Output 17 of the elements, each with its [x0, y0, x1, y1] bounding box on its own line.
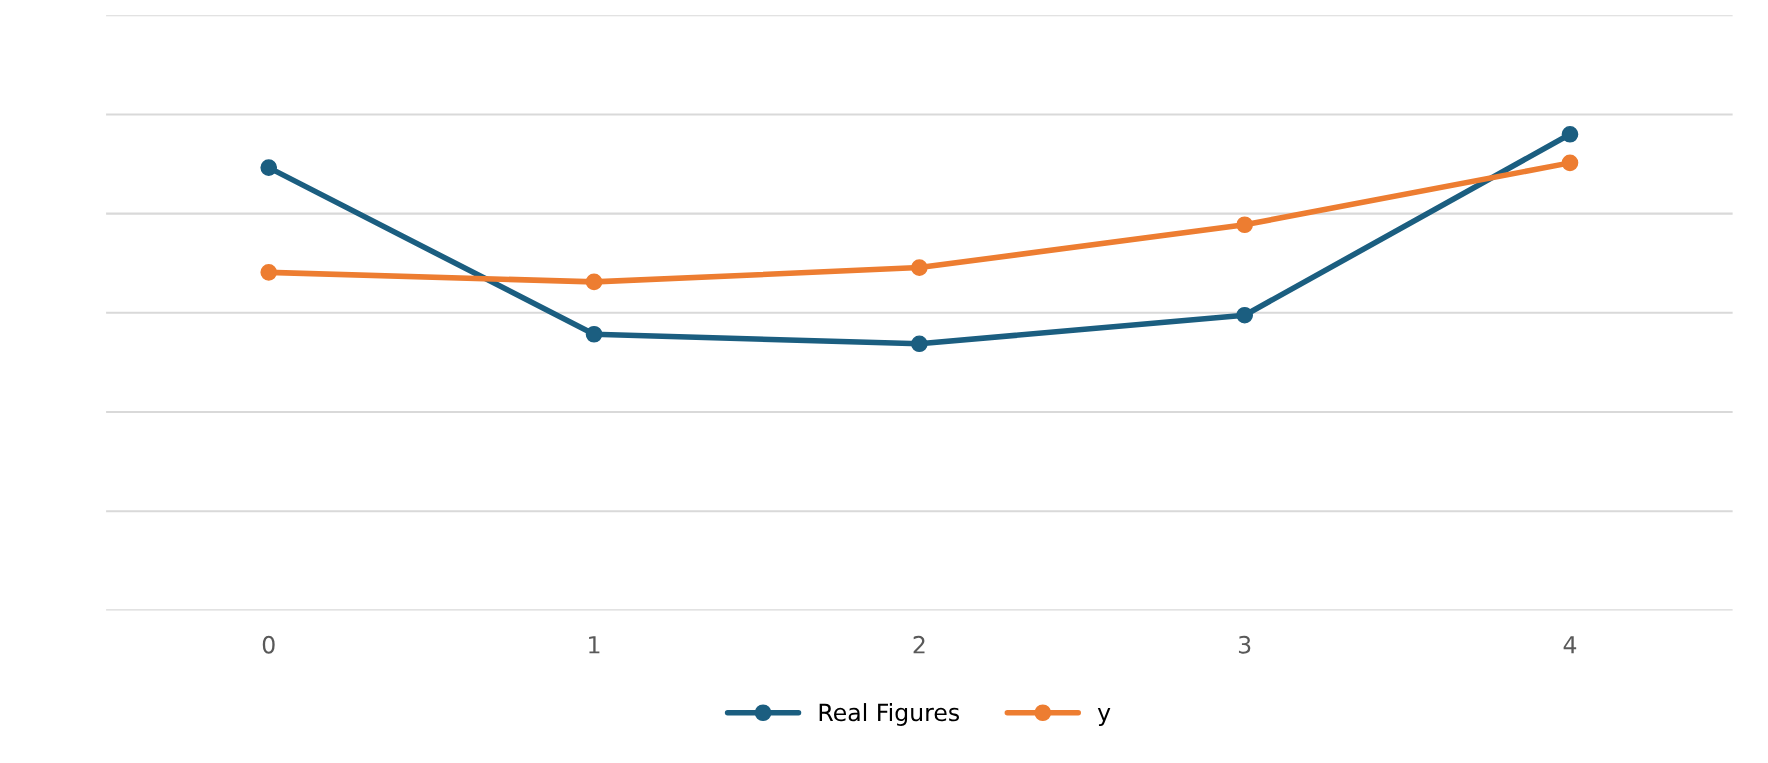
point: [585, 273, 603, 291]
point: [260, 264, 278, 281]
point: [585, 325, 603, 343]
x-tick-label: 1: [589, 636, 600, 654]
point: [911, 335, 928, 353]
x-tick-label: 3: [1238, 635, 1251, 654]
x-tick-label: 0: [262, 635, 275, 654]
legend-label: y: [1097, 708, 1111, 726]
point: [1561, 154, 1579, 172]
x-tick-label: 2: [913, 635, 925, 654]
point: [260, 159, 278, 176]
point: [1236, 306, 1254, 324]
point: [1236, 216, 1254, 234]
x-tick-label: 4: [1563, 636, 1577, 654]
point: [911, 259, 928, 276]
point: [1561, 125, 1579, 143]
legend-label: Real Figures: [819, 703, 959, 726]
